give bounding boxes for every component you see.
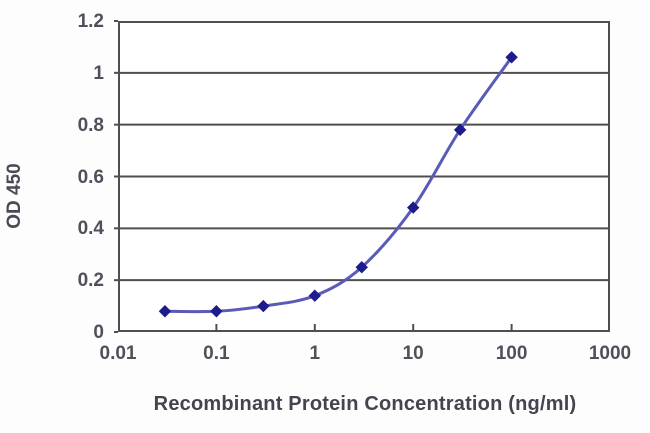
data-point-marker bbox=[257, 299, 270, 313]
x-tick-label: 1000 bbox=[588, 343, 632, 364]
y-tick-label: 0.2 bbox=[77, 270, 104, 292]
data-point-marker bbox=[453, 123, 467, 137]
y-tick-label: 0.4 bbox=[77, 218, 104, 240]
x-tick-label: 100 bbox=[495, 343, 528, 364]
data-line bbox=[163, 55, 514, 314]
data-point-marker bbox=[406, 201, 420, 214]
plot-area bbox=[114, 20, 610, 333]
plot-border bbox=[118, 21, 610, 332]
line-chart-svg bbox=[114, 20, 610, 333]
y-tick-label: 0.6 bbox=[77, 166, 104, 188]
y-tick-label: 1 bbox=[93, 62, 104, 84]
data-point-marker bbox=[308, 289, 322, 302]
y-tick-label: 0 bbox=[93, 322, 104, 343]
x-tick-label: 0.01 bbox=[99, 343, 137, 364]
data-point-marker bbox=[158, 305, 172, 318]
y-tick-label: 0.8 bbox=[77, 114, 104, 136]
x-tick-label: 1 bbox=[309, 343, 321, 364]
x-tick-label: 10 bbox=[402, 343, 424, 364]
y-axis-tick-labels: 0 0.2 0.4 0.6 0.8 1 1.2 bbox=[0, 12, 112, 342]
x-axis-title: Recombinant Protein Concentration (ng/ml… bbox=[153, 393, 577, 415]
data-point-marker bbox=[355, 261, 368, 274]
data-point-marker bbox=[210, 305, 223, 318]
y-tick-label: 1.2 bbox=[77, 11, 104, 32]
x-tick-label: 0.1 bbox=[203, 343, 230, 364]
data-point-marker bbox=[505, 51, 518, 64]
x-axis-tick-labels: 0.01 0.1 1 10 100 1000 bbox=[100, 343, 632, 368]
